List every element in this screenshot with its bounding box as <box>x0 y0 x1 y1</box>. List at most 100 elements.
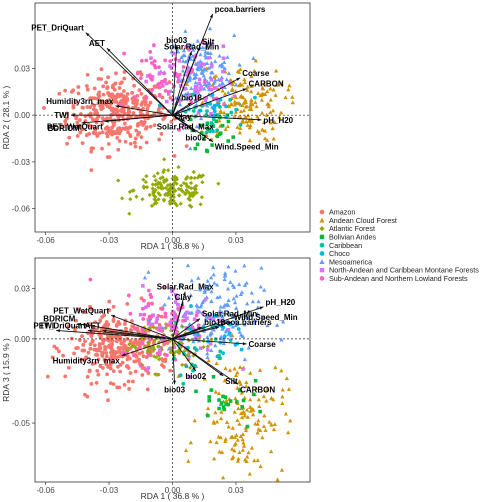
data-point <box>134 194 139 199</box>
data-point <box>248 123 253 128</box>
data-point <box>149 61 154 65</box>
data-point <box>117 385 122 390</box>
data-point <box>114 100 119 104</box>
vector-arrow <box>121 338 173 357</box>
data-point <box>201 323 206 327</box>
data-point <box>204 61 210 66</box>
data-point <box>76 346 80 350</box>
data-point <box>188 440 193 445</box>
vector-arrowhead <box>111 315 116 319</box>
data-point <box>183 448 189 453</box>
data-point <box>139 296 144 301</box>
data-point <box>116 346 121 350</box>
data-point <box>160 325 165 330</box>
data-point <box>191 47 196 52</box>
data-point <box>201 40 206 45</box>
data-point <box>182 123 186 128</box>
data-point <box>158 176 163 181</box>
data-point <box>133 369 138 374</box>
data-point <box>119 102 123 107</box>
data-point <box>135 342 140 347</box>
data-point <box>212 86 217 90</box>
data-point <box>224 319 229 324</box>
data-point <box>189 186 194 191</box>
vector-arrowhead <box>215 326 220 330</box>
data-point <box>198 202 203 207</box>
data-point <box>111 129 116 134</box>
data-point <box>210 143 214 147</box>
data-point <box>147 192 152 198</box>
vector-label: Coarse <box>249 340 277 349</box>
data-point <box>137 88 142 93</box>
data-point <box>231 135 235 139</box>
data-point <box>252 318 257 323</box>
data-point <box>202 79 207 84</box>
data-point <box>181 48 187 53</box>
data-point <box>125 301 130 306</box>
data-point <box>101 92 106 97</box>
data-point <box>98 333 103 338</box>
data-point <box>139 72 144 77</box>
data-point <box>100 354 105 358</box>
data-point <box>222 60 227 65</box>
data-point <box>187 197 193 203</box>
data-point <box>102 357 107 362</box>
data-point <box>186 357 191 362</box>
data-point <box>144 140 149 145</box>
data-point <box>144 125 149 130</box>
data-point <box>226 327 231 332</box>
data-point <box>221 338 226 343</box>
data-point <box>248 397 253 402</box>
data-point <box>219 78 223 82</box>
vector-label: pH_H20 <box>265 298 295 307</box>
data-point <box>215 295 220 300</box>
data-point <box>237 329 242 334</box>
data-point <box>268 86 273 91</box>
data-point <box>173 349 178 354</box>
data-point <box>209 330 214 335</box>
data-point <box>242 77 247 82</box>
data-point <box>214 419 220 424</box>
data-point <box>265 387 270 392</box>
data-point <box>273 93 278 97</box>
vector-arrow <box>77 323 173 340</box>
data-point <box>127 110 132 114</box>
data-point <box>96 101 101 105</box>
data-point <box>142 120 147 124</box>
data-point <box>111 319 116 324</box>
data-point <box>79 357 84 362</box>
data-point <box>185 353 190 358</box>
data-point <box>188 180 194 186</box>
vector-label: Wind.Speed_Min <box>234 313 298 322</box>
data-point <box>224 398 229 403</box>
data-point <box>99 77 104 81</box>
data-point <box>223 439 228 443</box>
data-point <box>217 63 223 68</box>
data-point <box>217 406 221 411</box>
data-point <box>75 120 80 125</box>
vector-arrowhead <box>191 128 196 133</box>
data-point <box>211 318 216 322</box>
vector-arrow <box>87 329 173 340</box>
data-point <box>260 435 265 440</box>
data-point <box>148 124 153 129</box>
data-point <box>201 345 206 350</box>
vector-arrow <box>172 326 220 340</box>
data-point <box>218 349 223 354</box>
legend-entry-label: North-Andean and Caribbean Montane Fores… <box>329 266 479 275</box>
vector-arrow <box>172 326 203 340</box>
data-point <box>174 331 179 336</box>
data-point <box>266 104 271 109</box>
data-point <box>232 435 238 439</box>
data-point <box>188 74 193 79</box>
data-point <box>199 131 204 135</box>
data-point <box>182 53 187 58</box>
data-point <box>150 182 155 187</box>
data-point <box>204 112 209 117</box>
vector-arrow <box>106 47 173 116</box>
data-point <box>230 82 235 87</box>
data-point <box>203 283 208 288</box>
data-point <box>255 114 260 119</box>
data-point <box>130 319 134 323</box>
vector-arrowhead <box>106 48 111 52</box>
